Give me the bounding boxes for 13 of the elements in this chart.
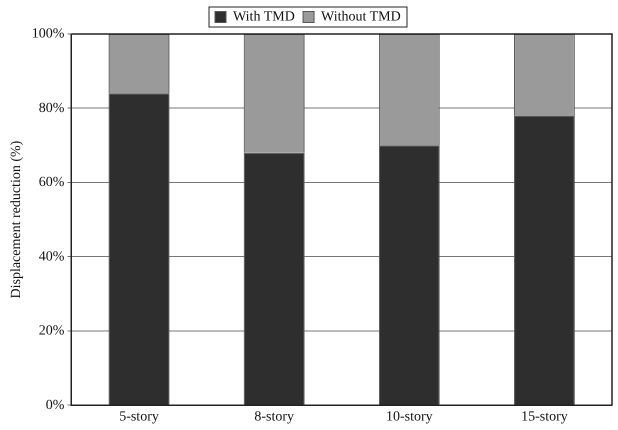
x-tick-label: 15-story (521, 409, 568, 424)
y-tick-label: 0% (46, 398, 65, 413)
y-tick-label: 60% (38, 175, 65, 190)
x-tick-label: 5-story (119, 409, 159, 424)
y-tick-label: 80% (38, 100, 65, 116)
x-tick-label: 10-story (386, 409, 433, 424)
y-tick-label: 100% (32, 26, 65, 42)
x-tick-label: 8-story (254, 409, 294, 424)
y-tick-label: 40% (38, 249, 65, 264)
y-axis-title: Displacement reduction (%) (9, 140, 24, 299)
legend-label: Without TMD (321, 10, 401, 25)
y-tick-label: 20% (38, 324, 65, 339)
legend-label: With TMD (233, 10, 295, 25)
